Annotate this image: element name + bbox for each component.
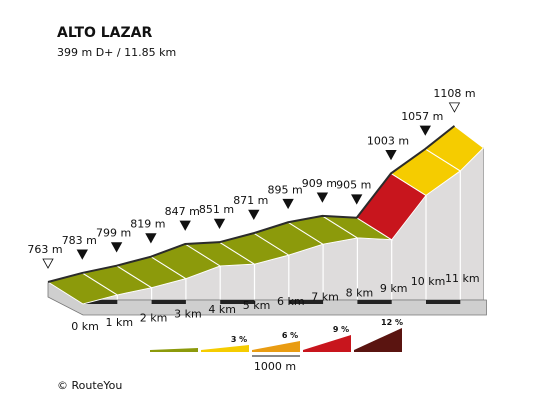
x-tick-label: 9 km (380, 282, 408, 295)
legend-label: 9 % (333, 325, 349, 334)
elevation-label: 909 m (302, 177, 337, 190)
elevation-label: 851 m (199, 203, 234, 216)
endpoint-marker-icon (42, 258, 54, 269)
gradient-legend: 3 % 6 % 9 % 12 % (150, 318, 403, 357)
km-marker-icon (248, 209, 260, 220)
elevation-label: 819 m (130, 218, 165, 231)
elevation-label: 1108 m (433, 87, 475, 100)
endpoint-marker-icon (448, 102, 461, 113)
legend-label: 6 % (282, 331, 298, 340)
elevation-label: 871 m (233, 194, 268, 207)
x-tick-label: 10 km (411, 275, 446, 288)
km-marker-icon (316, 192, 329, 203)
km-marker-icon (351, 194, 363, 205)
legend-label: 3 % (231, 335, 247, 344)
x-tick-label: 3 km (174, 307, 202, 320)
elevation-label: 905 m (336, 179, 371, 192)
km-marker-icon (179, 220, 191, 231)
x-tick-label: 11 km (445, 272, 480, 285)
km-markers (42, 102, 461, 269)
legend-scale-label: 1000 m (254, 360, 296, 373)
legend-swatch (252, 341, 300, 352)
elevation-label: 763 m (27, 243, 62, 256)
x-tick-label: 6 km (277, 295, 305, 308)
legend-swatch (201, 345, 249, 352)
legend-label: 12 % (381, 318, 403, 327)
profile-top-face (46, 125, 485, 305)
km-marker-icon (385, 149, 397, 161)
chart-subtitle: 399 m D+ / 11.85 km (57, 46, 176, 59)
legend-swatch (150, 348, 198, 352)
profile-base (47, 281, 487, 316)
km-scale-segment (83, 300, 118, 304)
km-marker-icon (110, 242, 123, 253)
elevation-label: 799 m (96, 227, 131, 240)
x-axis-ticks: 0 km 1 km 2 km 3 km 4 km 5 km 6 km 7 km 8 km 9 km… (71, 272, 479, 333)
km-scale-segment (151, 300, 186, 304)
km-marker-icon (213, 218, 226, 230)
elevation-label: 847 m (165, 205, 200, 218)
elevation-label: 1003 m (367, 134, 409, 147)
km-scale-segment (426, 300, 461, 304)
km-scale-segment (357, 300, 392, 304)
x-tick-label: 8 km (346, 286, 374, 299)
km-marker-icon (419, 125, 431, 136)
x-tick-label: 5 km (243, 299, 271, 312)
km-scale-segment (288, 300, 324, 304)
legend-swatch (354, 328, 402, 352)
routeyou-credit: © RouteYou (57, 379, 122, 392)
elevation-label: 895 m (267, 183, 302, 196)
elevation-label: 1057 m (401, 110, 443, 123)
km-marker-icon (76, 249, 88, 260)
x-tick-label: 7 km (311, 291, 339, 304)
x-tick-label: 4 km (208, 303, 236, 316)
km-scale-segment (220, 300, 255, 304)
x-tick-label: 1 km (106, 316, 134, 329)
legend-swatch (303, 335, 351, 352)
km-marker-icon (282, 198, 294, 210)
profile-back-edge (47, 125, 456, 283)
x-tick-label: 2 km (140, 312, 168, 325)
x-tick-label: 0 km (71, 320, 99, 333)
chart-title: ALTO LAZAR (57, 25, 153, 41)
elevation-label: 783 m (62, 234, 97, 247)
km-marker-icon (145, 233, 157, 244)
